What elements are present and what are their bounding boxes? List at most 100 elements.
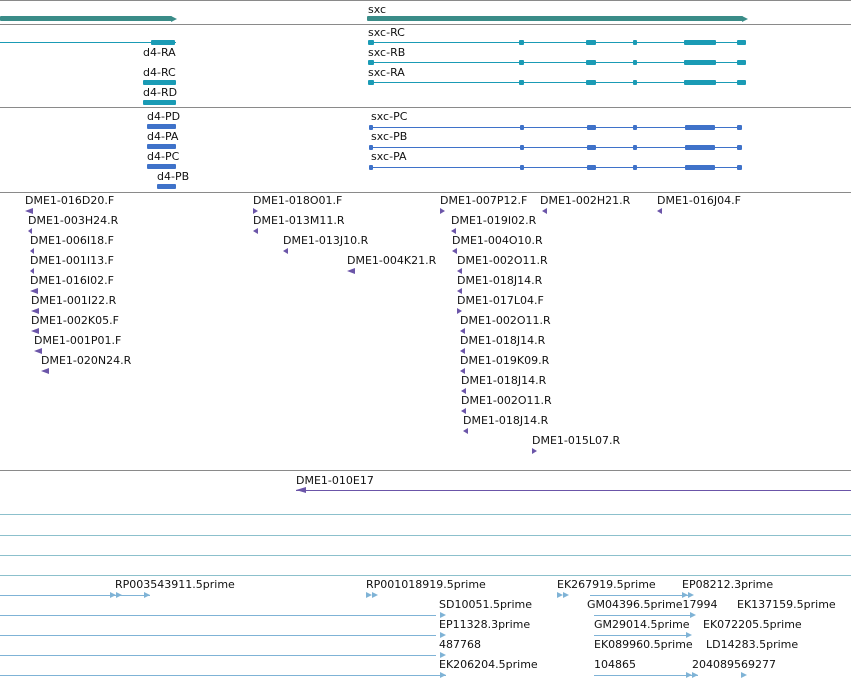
protein-label: d4-PA xyxy=(147,130,179,143)
clone-marker-icon[interactable] xyxy=(283,248,288,254)
clone-label: DME1-002O11.R xyxy=(460,314,551,327)
clone-label: DME1-018J14.R xyxy=(457,274,543,287)
clone-label: DME1-004K21.R xyxy=(347,254,437,267)
est-feature[interactable] xyxy=(594,675,698,676)
est-arrow-icon xyxy=(110,592,116,598)
clone-label: DME1-002H21.R xyxy=(540,194,631,207)
clone-label: DME1-003H24.R xyxy=(28,214,119,227)
est-feature[interactable] xyxy=(0,655,436,656)
protein-cds xyxy=(520,125,524,130)
clone-label: DME1-006I18.F xyxy=(30,234,114,247)
bac-label: DME1-010E17 xyxy=(296,474,374,487)
clone-marker-icon[interactable] xyxy=(25,208,33,214)
est-label: GM04396.5prime17994 xyxy=(587,598,718,611)
est-arrow-icon xyxy=(692,672,698,678)
protein-cds[interactable] xyxy=(147,164,176,169)
clone-marker-icon[interactable] xyxy=(30,288,38,294)
est-label: RP003543911.5prime xyxy=(115,578,235,591)
transcript-exon xyxy=(586,40,596,45)
protein-cds xyxy=(369,125,373,130)
clone-marker-icon[interactable] xyxy=(463,428,468,434)
clone-marker-icon[interactable] xyxy=(457,308,462,314)
transcript-exon xyxy=(737,80,746,85)
protein-cds xyxy=(685,145,715,150)
transcript-exon xyxy=(633,60,637,65)
est-label: EP11328.3prime xyxy=(439,618,531,631)
clone-marker-icon[interactable] xyxy=(460,348,465,354)
gene-arrow-icon xyxy=(742,15,748,22)
transcript-sxc-RB[interactable] xyxy=(368,62,746,63)
transcript-exon xyxy=(143,80,176,85)
transcript-exon xyxy=(519,60,524,65)
est-feature[interactable] xyxy=(594,635,689,636)
protein-cds[interactable] xyxy=(147,144,176,149)
protein-cds xyxy=(520,145,524,150)
protein-sxc-PB[interactable] xyxy=(369,147,742,148)
separator xyxy=(0,192,851,193)
clone-label: DME1-016I02.F xyxy=(30,274,114,287)
clone-marker-icon[interactable] xyxy=(461,408,466,414)
protein-sxc-PA[interactable] xyxy=(369,167,742,168)
gene-sxc[interactable] xyxy=(367,15,748,22)
transcript-exon xyxy=(368,80,374,85)
gene-d4[interactable] xyxy=(0,15,177,22)
est-feature[interactable] xyxy=(0,615,436,616)
protein-cds[interactable] xyxy=(147,124,176,129)
clone-marker-icon[interactable] xyxy=(460,328,465,334)
clone-marker-icon[interactable] xyxy=(452,248,457,254)
protein-cds xyxy=(633,145,637,150)
est-feature[interactable] xyxy=(590,595,688,596)
clone-marker-icon[interactable] xyxy=(253,228,258,234)
transcript-sxc-RC[interactable] xyxy=(368,42,746,43)
est-feature[interactable] xyxy=(0,595,150,596)
est-feature[interactable] xyxy=(0,675,446,676)
clone-marker-icon[interactable] xyxy=(460,368,465,374)
clone-label: DME1-018O01.F xyxy=(253,194,343,207)
transcript-exon xyxy=(368,40,374,45)
transcript-exon xyxy=(684,40,716,45)
bac-clone[interactable] xyxy=(296,490,851,491)
est-feature[interactable] xyxy=(0,635,436,636)
transcript-exon xyxy=(586,60,596,65)
clone-marker-icon[interactable] xyxy=(347,268,355,274)
protein-sxc-PC[interactable] xyxy=(369,127,742,128)
clone-marker-icon[interactable] xyxy=(28,228,32,234)
clone-marker-icon[interactable] xyxy=(542,208,547,214)
gene-arrow-icon xyxy=(171,15,177,22)
track-line xyxy=(0,535,851,536)
est-label: EK267919.5prime xyxy=(557,578,656,591)
transcript-sxc-RA[interactable] xyxy=(368,82,746,83)
clone-label: DME1-016J04.F xyxy=(657,194,741,207)
protein-label: d4-PC xyxy=(147,150,180,163)
est-arrow-icon xyxy=(686,632,692,638)
clone-marker-icon[interactable] xyxy=(461,388,466,394)
track-line xyxy=(0,555,851,556)
clone-marker-icon[interactable] xyxy=(451,228,456,234)
clone-marker-icon[interactable] xyxy=(34,348,42,354)
clone-marker-icon[interactable] xyxy=(31,328,39,334)
transcript-d4-RA[interactable] xyxy=(0,42,176,43)
est-arrow-icon xyxy=(741,672,747,678)
protein-cds[interactable] xyxy=(157,184,176,189)
est-feature[interactable] xyxy=(594,615,694,616)
clone-label: DME1-001I13.F xyxy=(30,254,114,267)
transcript-exon xyxy=(737,60,746,65)
clone-marker-icon[interactable] xyxy=(657,208,662,214)
clone-marker-icon[interactable] xyxy=(253,208,258,214)
clone-marker-icon[interactable] xyxy=(30,268,34,274)
clone-marker-icon[interactable] xyxy=(457,268,462,274)
est-arrow-icon xyxy=(116,592,122,598)
clone-label: DME1-002K05.F xyxy=(31,314,119,327)
transcript-exon xyxy=(737,40,746,45)
est-arrow-icon xyxy=(440,672,446,678)
clone-label: DME1-018J14.R xyxy=(460,334,546,347)
clone-marker-icon[interactable] xyxy=(30,248,34,254)
transcript-label: sxc-RA xyxy=(368,66,405,79)
clone-marker-icon[interactable] xyxy=(31,308,39,314)
protein-cds xyxy=(587,165,596,170)
clone-marker-icon[interactable] xyxy=(532,448,537,454)
transcript-label: d4-RD xyxy=(143,86,178,99)
clone-marker-icon[interactable] xyxy=(440,208,445,214)
clone-marker-icon[interactable] xyxy=(41,368,49,374)
clone-marker-icon[interactable] xyxy=(457,288,462,294)
